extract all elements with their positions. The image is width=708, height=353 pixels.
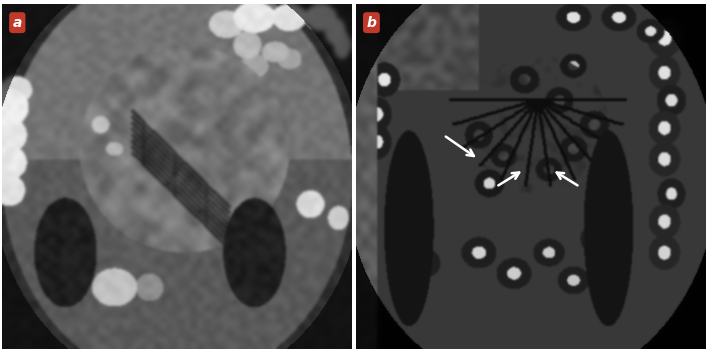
Text: b: b	[367, 16, 377, 30]
Text: a: a	[13, 16, 22, 30]
